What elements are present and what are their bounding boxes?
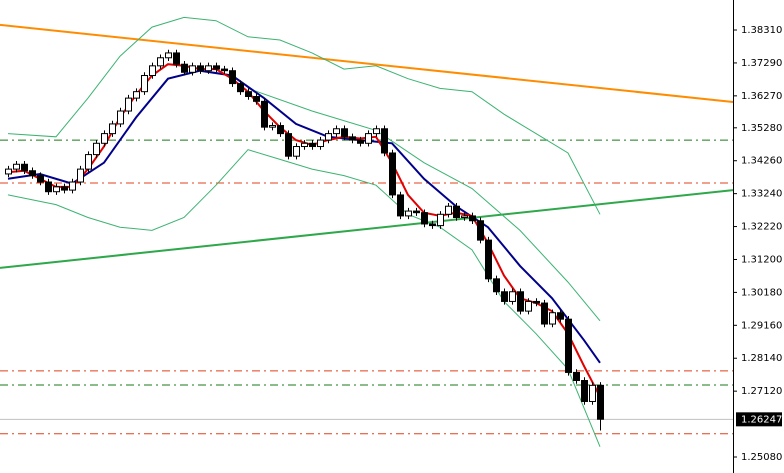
y-tick-label: 1.25080 [741, 452, 782, 463]
y-tick-label: 1.36270 [741, 91, 782, 102]
candle-body [277, 125, 284, 135]
candle-body [397, 194, 404, 217]
candle-body [469, 215, 476, 222]
candle-body [173, 52, 180, 65]
candle-body [85, 154, 92, 170]
y-tick-label: 1.34260 [741, 156, 782, 167]
candle-body [189, 65, 196, 73]
y-tick-label: 1.37290 [741, 58, 782, 69]
y-tick-label: 1.27120 [741, 386, 782, 397]
candle-body [445, 205, 452, 215]
candle-body [485, 239, 492, 280]
candle-body [541, 302, 548, 325]
candle-body [53, 186, 60, 193]
indicator-line [0, 23, 734, 103]
candle-body [165, 52, 172, 59]
candle-body [293, 146, 300, 157]
candle-body [229, 70, 236, 85]
candle-body [205, 65, 212, 72]
candle-body [453, 205, 460, 219]
candle-body [245, 91, 252, 97]
y-tick-label: 1.35280 [741, 123, 782, 134]
current-price-box [736, 412, 782, 427]
candle-body [69, 181, 76, 191]
candle-body [421, 212, 428, 225]
candle-body [509, 291, 516, 302]
candle-body [461, 215, 468, 219]
indicator-line [247, 87, 601, 322]
candle-body [93, 142, 100, 156]
candle-body [141, 75, 148, 93]
y-tick-label: 1.38310 [741, 25, 782, 36]
y-tick-label: 1.28140 [741, 353, 782, 364]
candle-body [517, 291, 524, 312]
candle-body [213, 65, 220, 70]
y-tick-label: 1.30180 [741, 287, 782, 298]
candle-body [117, 110, 124, 125]
candle-body [565, 318, 572, 373]
indicator-line [7, 16, 601, 215]
candle-body [325, 133, 332, 141]
candle-body [269, 125, 276, 128]
y-tick-label: 1.29160 [741, 320, 782, 331]
candle-body [261, 100, 268, 128]
candle-body [157, 57, 164, 67]
candle-body [125, 97, 132, 112]
candle-body [149, 65, 156, 77]
candle-body [77, 168, 84, 183]
candle-body [573, 371, 580, 382]
candle-body [29, 170, 36, 177]
candle-body [109, 123, 116, 135]
current-price-label: 1.26247 [741, 414, 782, 425]
y-tick-label: 1.31200 [741, 254, 782, 265]
candle-body [357, 139, 364, 144]
candle-body [237, 83, 244, 93]
candle-body [589, 384, 596, 402]
candle-body [557, 312, 564, 320]
candle-body [405, 210, 412, 217]
candle-body [5, 168, 12, 175]
y-tick-label: 1.32220 [741, 222, 782, 233]
candle-body [429, 223, 436, 227]
candle-body [37, 175, 44, 183]
candle-body [437, 213, 444, 227]
candle-body [365, 133, 372, 144]
candle-body [389, 152, 396, 196]
candle-body [61, 186, 68, 191]
candle-body [301, 142, 308, 148]
candle-body [501, 291, 508, 302]
candle-body [493, 278, 500, 293]
candle-body [373, 128, 380, 135]
candle-body [413, 210, 420, 214]
candle-body [221, 68, 228, 72]
candle-body [525, 300, 532, 312]
candle-body [597, 384, 604, 420]
candle-body [13, 163, 20, 170]
candle-body [341, 128, 348, 138]
candle-body [21, 163, 28, 172]
indicator-line [7, 69, 601, 364]
indicator-line [0, 189, 734, 269]
candle-body [181, 63, 188, 73]
candle-body [285, 133, 292, 157]
candle-body [581, 380, 588, 402]
candle-body [549, 312, 556, 325]
candle-body [317, 139, 324, 148]
candle-body [133, 91, 140, 99]
candle-body [533, 300, 540, 304]
candle-body [333, 128, 340, 135]
candle-body [197, 65, 204, 72]
candle-body [477, 220, 484, 241]
candle-body [101, 133, 108, 144]
candle-body [349, 136, 356, 141]
candle-body [309, 142, 316, 148]
candle-body [253, 95, 260, 102]
y-tick-label: 1.33240 [741, 189, 782, 200]
candle-body [45, 181, 52, 193]
candle-body [381, 128, 388, 154]
